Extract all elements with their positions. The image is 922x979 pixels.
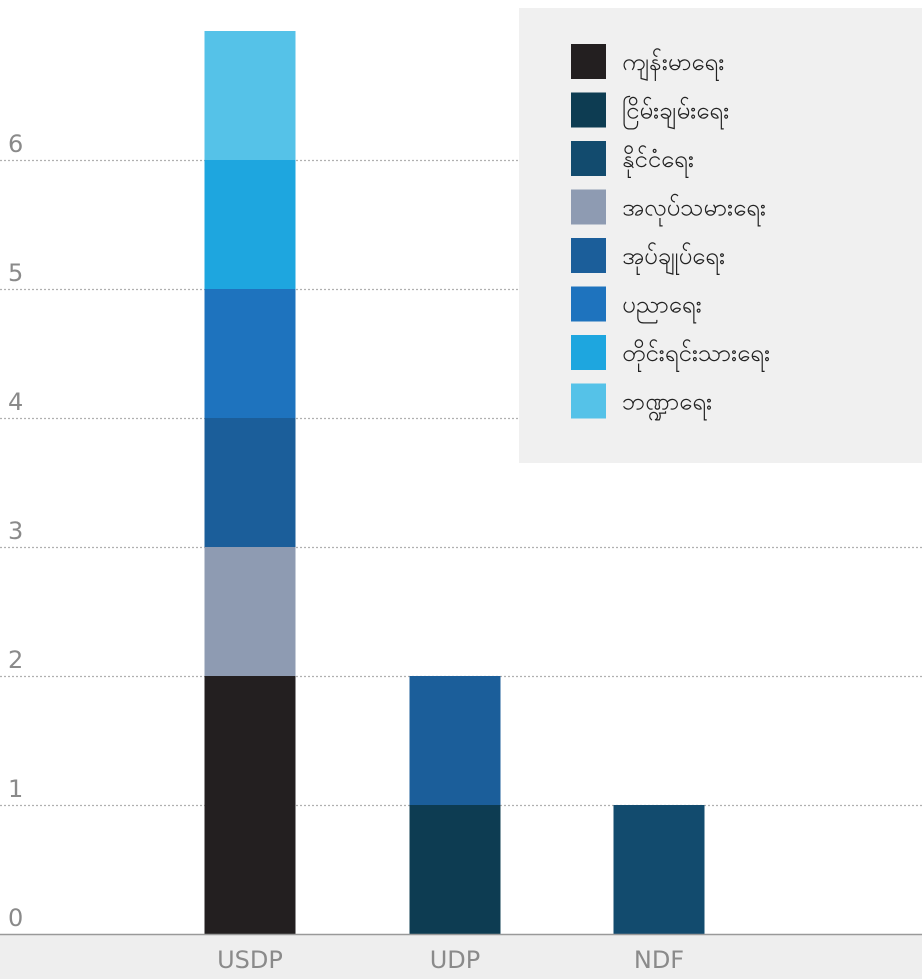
legend-swatch <box>571 383 606 419</box>
bar-segment-usdp-3 <box>204 547 296 676</box>
bar-segment-usdp-5 <box>204 289 296 418</box>
legend-swatch <box>571 335 606 370</box>
y-axis-ticks: 0 1 2 3 4 5 6 <box>8 130 23 932</box>
legend-swatch <box>571 286 606 322</box>
legend-swatch <box>571 92 606 128</box>
legend-label: အလုပ်သမားရေး <box>622 193 766 227</box>
y-tick-label: 2 <box>8 646 23 674</box>
x-tick-label: USDP <box>217 946 283 974</box>
legend-label: ပညာရေး <box>622 291 702 324</box>
bar-segment-usdp-0 <box>204 676 296 934</box>
x-tick-label: NDF <box>634 946 684 974</box>
legend-swatch <box>571 189 606 225</box>
y-tick-label: 5 <box>8 259 23 287</box>
x-axis-labels: USDP UDP NDF <box>217 946 684 974</box>
y-tick-label: 1 <box>8 775 23 803</box>
bar-segment-usdp-6 <box>204 160 296 289</box>
bars <box>204 31 705 934</box>
x-axis-band <box>0 934 922 979</box>
legend-swatch <box>571 44 606 79</box>
bar-segment-usdp-7 <box>204 31 296 160</box>
legend: ကျန်းမာရေးငြိမ်းချမ်းရေးနိုင်ငံရေးအလုပ်သ… <box>519 8 922 463</box>
bar-segment-udp-1 <box>409 805 501 934</box>
legend-label: နိုင်ငံရေး <box>622 144 694 178</box>
y-tick-label: 0 <box>8 904 23 932</box>
y-tick-label: 6 <box>8 130 23 158</box>
bar-segment-udp-4 <box>409 676 501 805</box>
bar-segment-usdp-4 <box>204 418 296 547</box>
y-tick-label: 3 <box>8 517 23 545</box>
legend-label: တိုင်းရင်းသားရေး <box>622 338 770 372</box>
legend-label: ငြိမ်းချမ်းရေး <box>622 95 729 130</box>
legend-swatch <box>571 141 606 176</box>
legend-label: ဘဏ္ဍာရေး <box>622 388 712 421</box>
bar-segment-ndf-2 <box>613 805 705 934</box>
legend-swatch <box>571 238 606 273</box>
legend-label: ကျန်းမာရေး <box>622 47 724 81</box>
y-tick-label: 4 <box>8 388 23 416</box>
x-tick-label: UDP <box>430 946 481 974</box>
